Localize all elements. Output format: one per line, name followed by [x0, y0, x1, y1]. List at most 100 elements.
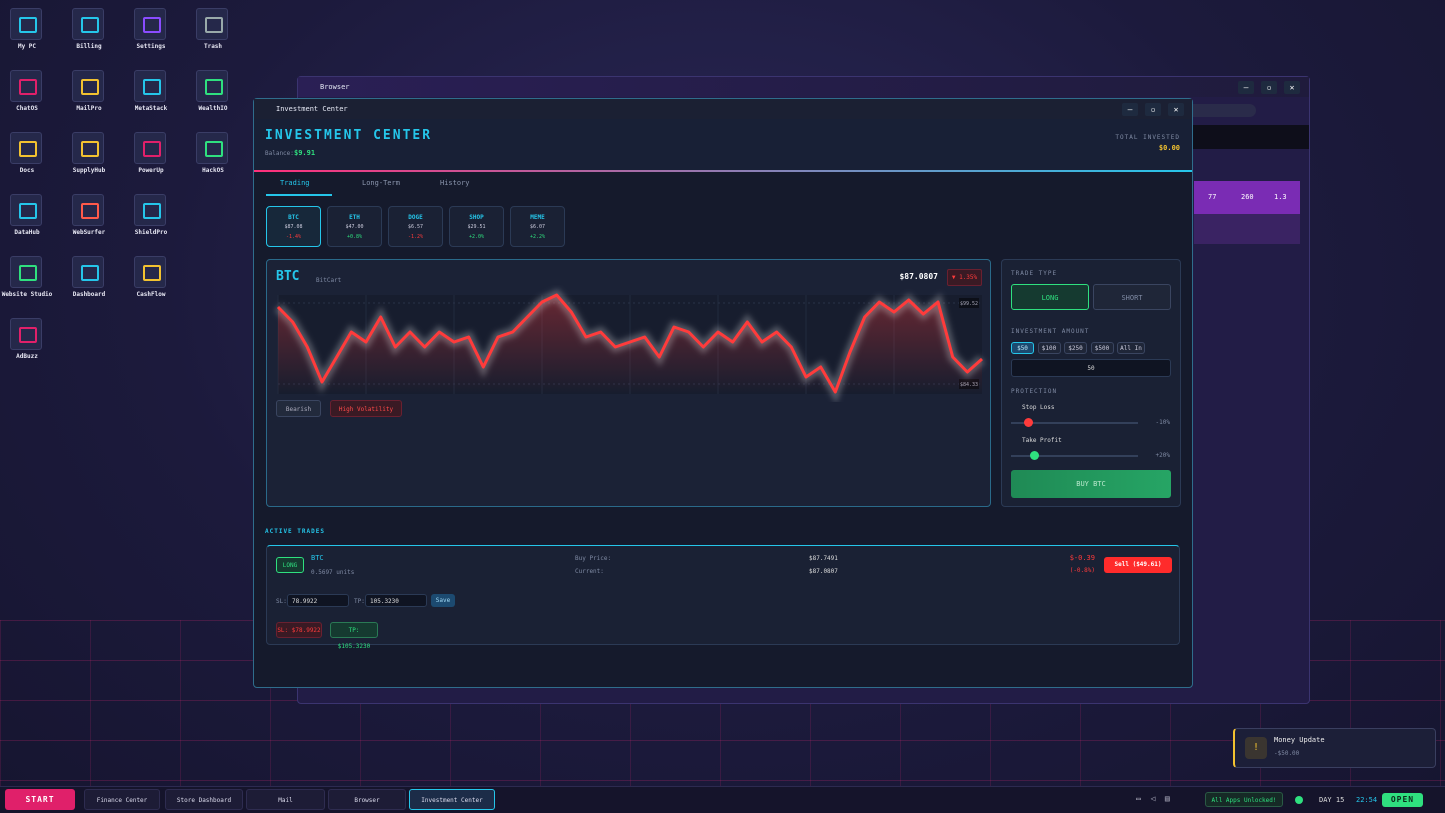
desktop-icon[interactable]	[10, 194, 42, 226]
take-profit-thumb[interactable]	[1030, 451, 1039, 460]
icon-label: Settings	[136, 43, 166, 50]
long-button[interactable]: LONG	[1011, 284, 1089, 310]
window-title: Investment Center	[276, 105, 348, 113]
taskbar-item[interactable]: Browser	[328, 789, 406, 810]
icon-glyph	[81, 79, 99, 95]
notification-title: Money Update	[1274, 736, 1325, 744]
ticker-price: $29.51	[467, 224, 486, 230]
stop-loss-slider[interactable]	[1011, 422, 1138, 424]
desktop-icon[interactable]	[196, 8, 228, 40]
current-label: Current:	[575, 568, 604, 575]
stop-loss-label: Stop Loss	[1022, 404, 1055, 411]
minimize-button[interactable]: –	[1122, 103, 1138, 116]
tick-box	[959, 298, 979, 308]
maximize-button[interactable]: ▫	[1145, 103, 1161, 116]
close-button[interactable]: ✕	[1284, 81, 1300, 94]
sl-label: SL:	[276, 598, 287, 605]
investment-window: Investment Center – ▫ ✕ INVESTMENT CENTE…	[253, 98, 1193, 688]
current-price: $87.0807	[809, 568, 838, 575]
active-trades-title: ACTIVE TRADES	[265, 528, 325, 535]
chart-panel: BTC BitCart $87.0807 ▼ 1.35% $99.52$84.3…	[266, 259, 991, 507]
taskbar-item[interactable]: Finance Center	[84, 789, 160, 810]
icon-label: MailPro	[76, 105, 102, 112]
desktop-icon[interactable]	[10, 132, 42, 164]
stat: 1.3	[1274, 193, 1287, 201]
close-button[interactable]: ✕	[1168, 103, 1184, 116]
desktop-icon[interactable]	[72, 256, 104, 288]
desktop-icon[interactable]	[10, 8, 42, 40]
sl-input[interactable]: 78.9922	[287, 594, 349, 607]
protection-label: PROTECTION	[1011, 388, 1058, 395]
desktop-icon[interactable]	[196, 70, 228, 102]
ticker-card[interactable]: SHOP $29.51 +2.0%	[449, 206, 504, 247]
ticker-price: $6.07	[529, 224, 546, 230]
address-bar[interactable]	[1178, 104, 1256, 117]
amount-option[interactable]: $50	[1011, 342, 1034, 354]
icon-label: CashFlow	[136, 291, 166, 298]
buy-price-label: Buy Price:	[575, 555, 612, 562]
tab[interactable]: Long-Term	[362, 179, 400, 187]
amount-option[interactable]: $250	[1064, 342, 1087, 354]
tp-input[interactable]: 105.3230	[365, 594, 427, 607]
desktop-icon[interactable]	[72, 194, 104, 226]
buy-button[interactable]: BUY BTC	[1011, 470, 1171, 498]
desktop-icon[interactable]	[72, 70, 104, 102]
time: 22:54	[1356, 796, 1378, 804]
desktop-icon[interactable]	[72, 8, 104, 40]
tab[interactable]: History	[440, 179, 470, 187]
ticker-card[interactable]: MEME $6.07 +2.2%	[510, 206, 565, 247]
take-profit-slider[interactable]	[1011, 455, 1138, 457]
total-label: TOTAL INVESTED	[1115, 134, 1180, 141]
taskbar-item[interactable]: Mail	[246, 789, 325, 810]
amount-label: INVESTMENT AMOUNT	[1011, 328, 1090, 335]
tp-tag: TP: $105.3230	[330, 622, 378, 650]
buy-price: $87.7491	[809, 555, 838, 562]
icon-glyph	[19, 327, 37, 343]
trade-type-label: TRADE TYPE	[1011, 270, 1058, 277]
desktop-icon[interactable]	[134, 70, 166, 102]
ticker-symbol: ETH	[349, 214, 360, 221]
taskbar-item[interactable]: Investment Center	[409, 789, 495, 810]
ticker-symbol: SHOP	[469, 214, 484, 221]
save-button[interactable]: Save	[431, 594, 455, 607]
tp-label: TP:	[354, 598, 365, 605]
icon-label: MetaStack	[134, 105, 168, 112]
taskbar-item[interactable]: Store Dashboard	[165, 789, 243, 810]
desktop-icon[interactable]	[134, 256, 166, 288]
notification[interactable]: ! Money Update -$50.00	[1233, 728, 1436, 768]
ticker-change: -1.4%	[285, 234, 302, 240]
stop-loss-thumb[interactable]	[1024, 418, 1033, 427]
ticker-card[interactable]: ETH $47.00 +0.8%	[327, 206, 382, 247]
desktop-icon[interactable]	[134, 194, 166, 226]
desktop-icon[interactable]	[134, 8, 166, 40]
desktop-icon[interactable]	[134, 132, 166, 164]
short-button[interactable]: SHORT	[1093, 284, 1171, 310]
amount-option[interactable]: $500	[1090, 342, 1114, 354]
sell-button[interactable]: Sell ($49.61)	[1104, 557, 1172, 573]
tray-icons[interactable]: ▭ ◁ ▤	[1136, 794, 1170, 803]
ticker-card[interactable]: BTC $87.08 -1.4%	[266, 206, 321, 247]
ticker-price: $6.57	[407, 224, 424, 230]
start-button[interactable]: START	[5, 789, 75, 810]
ticker-card[interactable]: DOGE $6.57 -1.2%	[388, 206, 443, 247]
amount-input[interactable]: 50	[1011, 359, 1171, 377]
ticker-price: $87.08	[284, 224, 303, 230]
icon-label: Website Studio	[1, 291, 53, 298]
desktop-icon[interactable]	[10, 70, 42, 102]
icon-glyph	[143, 265, 161, 281]
desktop-icon[interactable]	[10, 256, 42, 288]
icon-glyph	[205, 17, 223, 33]
icon-glyph	[81, 265, 99, 281]
maximize-button[interactable]: ▫	[1261, 81, 1277, 94]
desktop-icon[interactable]	[72, 132, 104, 164]
icon-glyph	[19, 265, 37, 281]
tab[interactable]: Trading	[280, 179, 310, 187]
ticker-symbol: MEME	[530, 214, 545, 221]
amount-option[interactable]: All In	[1117, 342, 1145, 354]
amount-option[interactable]: $100	[1037, 342, 1061, 354]
icon-label: PowerUp	[138, 167, 164, 174]
minimize-button[interactable]: –	[1238, 81, 1254, 94]
desktop-icon[interactable]	[196, 132, 228, 164]
desktop-icon[interactable]	[10, 318, 42, 350]
stat: 77	[1208, 193, 1217, 201]
